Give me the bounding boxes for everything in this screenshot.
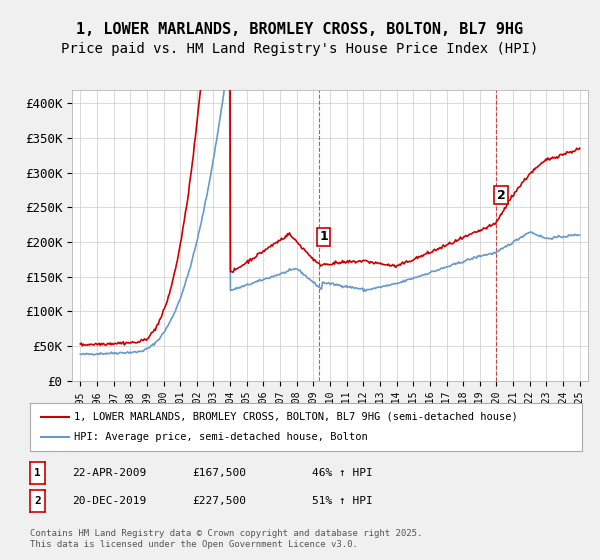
Text: £227,500: £227,500 [192, 496, 246, 506]
Text: 1: 1 [319, 230, 328, 244]
Text: HPI: Average price, semi-detached house, Bolton: HPI: Average price, semi-detached house,… [74, 432, 368, 442]
Text: 2: 2 [34, 496, 41, 506]
Text: 2: 2 [497, 189, 505, 202]
Text: 20-DEC-2019: 20-DEC-2019 [72, 496, 146, 506]
Text: 1, LOWER MARLANDS, BROMLEY CROSS, BOLTON, BL7 9HG (semi-detached house): 1, LOWER MARLANDS, BROMLEY CROSS, BOLTON… [74, 412, 518, 422]
Text: Price paid vs. HM Land Registry's House Price Index (HPI): Price paid vs. HM Land Registry's House … [61, 42, 539, 56]
Text: 46% ↑ HPI: 46% ↑ HPI [312, 468, 373, 478]
Text: £167,500: £167,500 [192, 468, 246, 478]
Text: 1, LOWER MARLANDS, BROMLEY CROSS, BOLTON, BL7 9HG: 1, LOWER MARLANDS, BROMLEY CROSS, BOLTON… [76, 22, 524, 38]
Text: 1: 1 [34, 468, 41, 478]
Text: 51% ↑ HPI: 51% ↑ HPI [312, 496, 373, 506]
Text: Contains HM Land Registry data © Crown copyright and database right 2025.
This d: Contains HM Land Registry data © Crown c… [30, 529, 422, 549]
Text: 22-APR-2009: 22-APR-2009 [72, 468, 146, 478]
